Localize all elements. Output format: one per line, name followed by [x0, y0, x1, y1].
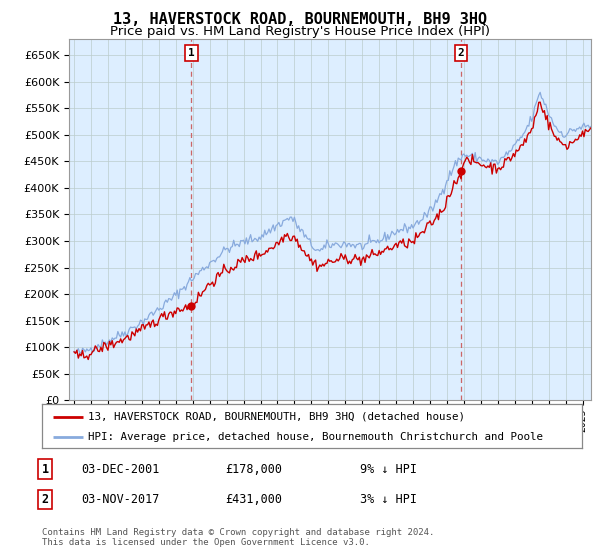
Text: HPI: Average price, detached house, Bournemouth Christchurch and Poole: HPI: Average price, detached house, Bour…	[88, 432, 543, 442]
Text: 1: 1	[188, 48, 195, 58]
Text: Contains HM Land Registry data © Crown copyright and database right 2024.
This d: Contains HM Land Registry data © Crown c…	[42, 528, 434, 547]
Text: 13, HAVERSTOCK ROAD, BOURNEMOUTH, BH9 3HQ (detached house): 13, HAVERSTOCK ROAD, BOURNEMOUTH, BH9 3H…	[88, 412, 465, 422]
Text: 9% ↓ HPI: 9% ↓ HPI	[360, 463, 417, 476]
Text: Price paid vs. HM Land Registry's House Price Index (HPI): Price paid vs. HM Land Registry's House …	[110, 25, 490, 38]
Text: 03-DEC-2001: 03-DEC-2001	[81, 463, 160, 476]
Text: £431,000: £431,000	[225, 493, 282, 506]
Text: 3% ↓ HPI: 3% ↓ HPI	[360, 493, 417, 506]
Text: 03-NOV-2017: 03-NOV-2017	[81, 493, 160, 506]
Text: 2: 2	[458, 48, 464, 58]
Text: £178,000: £178,000	[225, 463, 282, 476]
Text: 1: 1	[41, 463, 49, 476]
Text: 13, HAVERSTOCK ROAD, BOURNEMOUTH, BH9 3HQ: 13, HAVERSTOCK ROAD, BOURNEMOUTH, BH9 3H…	[113, 12, 487, 27]
Text: 2: 2	[41, 493, 49, 506]
